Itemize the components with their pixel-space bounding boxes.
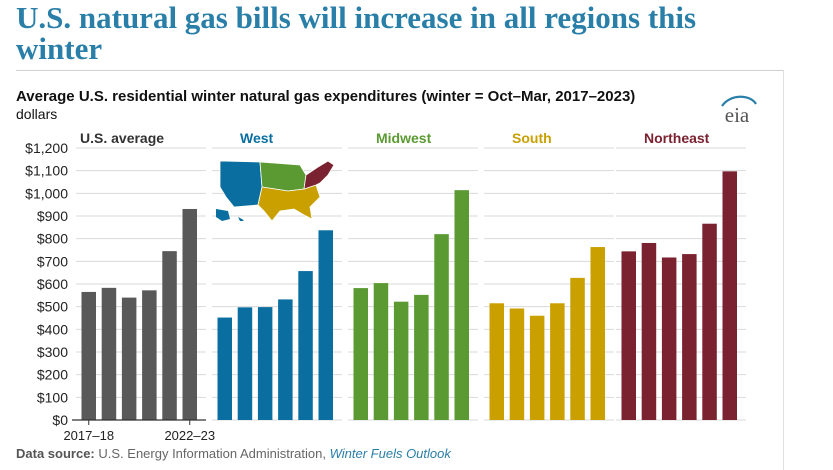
right-border bbox=[783, 70, 784, 470]
map-alaska bbox=[216, 209, 230, 221]
bar bbox=[641, 242, 657, 420]
map-northeast-region bbox=[303, 160, 335, 190]
y-tick-label: $300 bbox=[37, 344, 68, 360]
bar bbox=[182, 208, 197, 420]
map-west-region bbox=[219, 160, 263, 208]
bar bbox=[278, 299, 293, 420]
bar bbox=[590, 247, 605, 420]
bar bbox=[570, 277, 585, 420]
eia-logo-icon: eia bbox=[721, 95, 757, 126]
eia-logo-text: eia bbox=[725, 103, 750, 126]
header-divider bbox=[16, 70, 783, 71]
panel-title: Midwest bbox=[376, 130, 432, 146]
bar bbox=[81, 291, 96, 420]
panel-title: West bbox=[240, 130, 274, 146]
y-tick-label: $900 bbox=[37, 208, 68, 224]
bar bbox=[142, 290, 157, 420]
y-tick-label: $100 bbox=[37, 389, 68, 405]
source-publication-link[interactable]: Winter Fuels Outlook bbox=[329, 446, 451, 461]
bar bbox=[621, 251, 636, 420]
y-tick-label: $700 bbox=[37, 253, 68, 269]
data-source: Data source: U.S. Energy Information Adm… bbox=[16, 446, 451, 461]
y-tick-label: $1,100 bbox=[25, 163, 68, 179]
y-tick-label: $500 bbox=[37, 299, 68, 315]
us-regions-map-icon bbox=[216, 160, 335, 222]
bar bbox=[682, 254, 697, 420]
bar bbox=[257, 307, 273, 420]
bar-chart: $0 $100 $200 $300 $400 $500 $600 $700 $800 $900 $1… bbox=[25, 130, 746, 443]
bar bbox=[414, 294, 429, 420]
panel-title: South bbox=[512, 130, 552, 146]
bar bbox=[353, 288, 368, 420]
bar bbox=[550, 303, 565, 420]
bar bbox=[298, 271, 313, 420]
bar bbox=[722, 171, 737, 420]
source-org: U.S. Energy Information Administration, bbox=[98, 446, 326, 461]
panel-title: U.S. average bbox=[80, 130, 164, 146]
bar bbox=[237, 307, 253, 420]
bar bbox=[454, 190, 469, 420]
y-tick-label: $400 bbox=[37, 321, 68, 337]
bar bbox=[529, 315, 545, 420]
y-tick-label: $800 bbox=[37, 231, 68, 247]
bar bbox=[434, 234, 449, 420]
chart-title: Average U.S. residential winter natural … bbox=[16, 88, 636, 105]
bar bbox=[101, 287, 117, 420]
bar bbox=[318, 230, 333, 420]
headline: U.S. natural gas bills will increase in … bbox=[16, 0, 697, 66]
y-tick-label: $0 bbox=[52, 412, 68, 428]
bar bbox=[373, 283, 389, 420]
bar bbox=[121, 297, 137, 420]
bar bbox=[217, 317, 232, 420]
panel-title: Northeast bbox=[644, 130, 710, 146]
x-tick-label-first: 2017–18 bbox=[63, 428, 114, 443]
y-tick-label: $1,200 bbox=[25, 140, 68, 156]
y-tick-label: $200 bbox=[37, 367, 68, 383]
x-tick-label-last: 2022–23 bbox=[164, 428, 215, 443]
map-hawaii bbox=[238, 217, 244, 221]
bar bbox=[393, 301, 409, 420]
bar bbox=[162, 251, 177, 420]
chart-units: dollars bbox=[16, 106, 58, 122]
source-label: Data source: bbox=[16, 446, 95, 461]
y-tick-label: $1,000 bbox=[25, 185, 68, 201]
bar bbox=[489, 303, 504, 420]
bar bbox=[661, 257, 677, 420]
bar bbox=[509, 308, 525, 420]
bar bbox=[702, 223, 717, 420]
y-tick-label: $600 bbox=[37, 276, 68, 292]
map-midwest-region bbox=[259, 161, 307, 192]
